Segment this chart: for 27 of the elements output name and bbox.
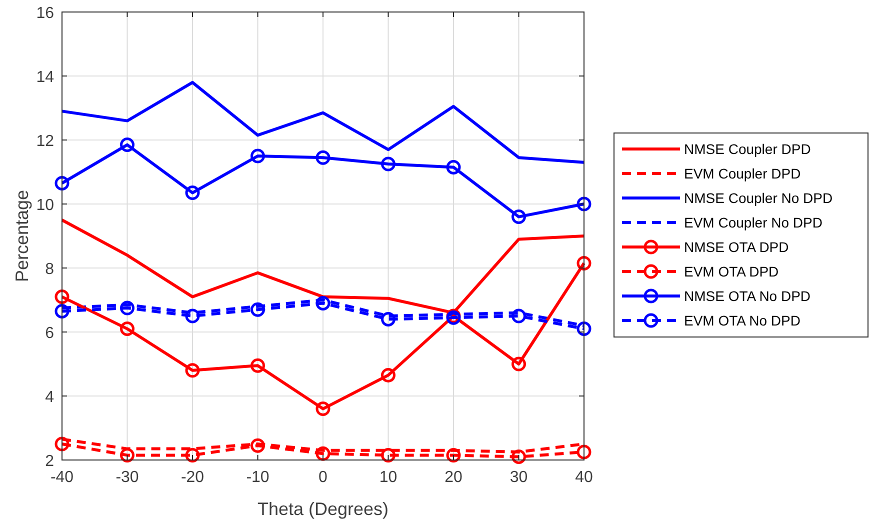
y-axis-title: Percentage <box>12 190 32 282</box>
x-tick-label: 30 <box>510 469 528 486</box>
y-tick-label: 10 <box>36 197 54 214</box>
x-tick-label: 40 <box>575 469 593 486</box>
legend-label: EVM Coupler No DPD <box>684 214 822 230</box>
legend-label: EVM OTA DPD <box>684 264 779 280</box>
x-tick-label: -30 <box>116 469 139 486</box>
y-tick-label: 2 <box>45 453 54 470</box>
legend-label: NMSE OTA No DPD <box>684 288 811 304</box>
legend-label: NMSE Coupler DPD <box>684 141 811 157</box>
y-tick-label: 6 <box>45 325 54 342</box>
x-tick-label: 10 <box>379 469 398 486</box>
y-tick-label: 8 <box>45 261 54 278</box>
x-tick-label: -10 <box>246 469 270 486</box>
y-tick-label: 14 <box>36 69 54 86</box>
y-tick-label: 12 <box>36 133 54 150</box>
x-tick-label: 20 <box>444 469 462 486</box>
legend-label: NMSE OTA DPD <box>684 239 789 255</box>
x-tick-label: 0 <box>318 469 328 486</box>
legend-label: EVM OTA No DPD <box>684 312 800 328</box>
y-tick-label: 16 <box>36 5 54 22</box>
x-tick-label: -40 <box>50 469 74 486</box>
x-tick-label: -20 <box>180 469 204 486</box>
legend-label: EVM Coupler DPD <box>684 166 801 182</box>
x-axis-title: Theta (Degrees) <box>257 499 389 519</box>
legend-label: NMSE Coupler No DPD <box>684 190 833 206</box>
y-tick-label: 4 <box>45 389 54 406</box>
